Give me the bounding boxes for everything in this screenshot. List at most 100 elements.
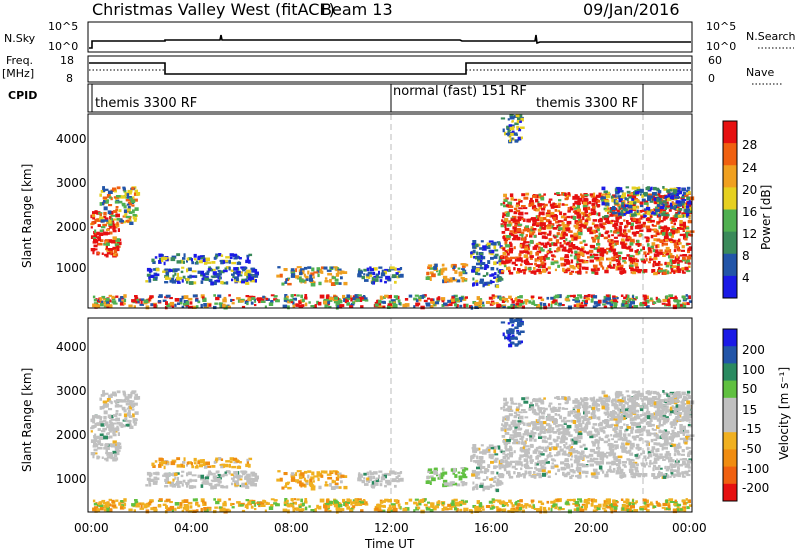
velocity-cell xyxy=(681,463,686,466)
power-cell xyxy=(240,266,244,269)
power-cell xyxy=(453,294,458,298)
power-cell xyxy=(636,209,639,213)
velocity-cell xyxy=(681,449,685,453)
velocity-cell xyxy=(100,430,106,433)
power-cell xyxy=(133,217,138,220)
velocity-cell xyxy=(106,449,108,454)
velocity-cell xyxy=(622,461,627,464)
velocity-cell xyxy=(548,402,553,405)
velocity-cell xyxy=(671,474,674,477)
power-cell xyxy=(516,228,522,232)
velocity-cell xyxy=(340,480,343,484)
velocity-cell xyxy=(380,476,386,481)
power-cell xyxy=(501,299,505,303)
power-cell xyxy=(227,305,231,309)
velocity-cell xyxy=(168,472,172,476)
velocity-cell xyxy=(635,435,640,438)
power-cell xyxy=(639,201,644,205)
velocity-cell xyxy=(565,437,568,441)
power-cell xyxy=(594,235,597,240)
power-cell xyxy=(369,268,374,272)
power-cell xyxy=(596,204,601,207)
velocity-cell xyxy=(477,476,481,480)
power-cell xyxy=(357,294,362,297)
velocity-cell xyxy=(195,464,199,469)
power-cell xyxy=(688,190,691,195)
power-cell xyxy=(660,251,665,255)
power-cell xyxy=(488,240,494,243)
power-cell xyxy=(92,303,97,308)
velocity-cell xyxy=(569,469,575,472)
power-cell xyxy=(663,235,669,240)
power-cell xyxy=(566,215,571,219)
velocity-cell xyxy=(670,424,673,428)
velocity-cell xyxy=(523,475,526,479)
velocity-cell xyxy=(323,470,328,474)
velocity-cell xyxy=(625,442,630,446)
power-cell xyxy=(295,275,299,279)
velocity-cell xyxy=(585,455,590,459)
velocity-cell xyxy=(561,425,565,430)
velocity-cell xyxy=(554,407,557,410)
power-cell xyxy=(515,210,521,212)
power-cell xyxy=(652,224,657,227)
velocity-cell xyxy=(519,474,523,477)
power-cell xyxy=(583,224,587,228)
power-cell xyxy=(566,222,570,227)
velocity-cell xyxy=(538,450,541,455)
velocity-cell xyxy=(210,479,214,482)
power-cell xyxy=(541,211,545,216)
power-cell xyxy=(116,238,120,242)
power-cell xyxy=(551,223,554,226)
velocity-cell xyxy=(212,475,217,479)
velocity-cell xyxy=(670,433,673,436)
power-cell xyxy=(517,223,523,226)
velocity-cell xyxy=(544,440,548,444)
power-cell xyxy=(674,242,680,246)
power-cell xyxy=(571,244,576,248)
power-cell xyxy=(290,274,296,278)
power-cell xyxy=(576,254,581,259)
power-cell xyxy=(105,297,110,302)
velocity-cell xyxy=(539,469,542,472)
power-cell xyxy=(685,202,688,206)
power-cell xyxy=(686,255,692,260)
power-cell xyxy=(685,232,690,236)
power-cell xyxy=(489,274,493,277)
power-cell xyxy=(233,267,238,271)
power-cell xyxy=(537,228,542,232)
power-cell xyxy=(108,248,112,251)
velocity-cell xyxy=(677,467,680,470)
power-cell xyxy=(684,225,687,229)
power-cell xyxy=(512,130,515,134)
velocity-cell xyxy=(611,460,616,465)
power-cell xyxy=(477,243,481,247)
power-cell xyxy=(123,302,126,305)
velocity-cell xyxy=(495,482,498,486)
power-cell xyxy=(577,247,580,251)
power-cell xyxy=(325,280,329,283)
power-cell xyxy=(524,247,528,251)
power-cell xyxy=(287,305,290,310)
power-cell xyxy=(349,305,353,309)
power-cell xyxy=(122,187,126,191)
power-cell xyxy=(502,128,505,133)
power-cell xyxy=(688,300,693,303)
power-cell xyxy=(514,224,517,227)
velocity-cell xyxy=(575,415,580,419)
velocity-cell xyxy=(671,429,675,432)
velocity-cell xyxy=(674,449,679,453)
power-cell xyxy=(575,221,580,225)
power-cell xyxy=(478,299,483,304)
power-cell xyxy=(503,220,507,223)
power-cell xyxy=(416,302,421,306)
power-colorbar-blocks xyxy=(723,121,737,299)
power-cell xyxy=(684,206,688,210)
power-cell xyxy=(545,219,551,223)
power-cell xyxy=(565,225,569,229)
power-cell xyxy=(608,248,612,251)
power-cell xyxy=(504,298,508,302)
power-cell xyxy=(92,216,96,220)
velocity-cell xyxy=(515,423,520,426)
velocity-cell xyxy=(233,471,238,475)
